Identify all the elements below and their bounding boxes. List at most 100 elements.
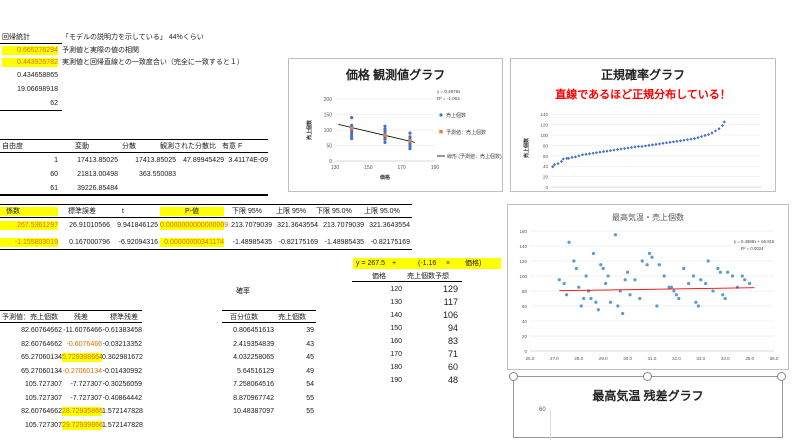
anova-r1-f[interactable]: 47.89945429 bbox=[183, 157, 224, 164]
adjusted-r-square-value[interactable]: 0.434658865 bbox=[17, 72, 58, 79]
percentile-sales-cell[interactable]: 49 bbox=[306, 367, 314, 375]
anova-r1-ss[interactable]: 17413.85025 bbox=[77, 157, 118, 164]
prediction-price-cell[interactable]: 150 bbox=[390, 325, 402, 332]
coef-header-se[interactable]: 標準誤差 bbox=[68, 208, 96, 215]
residual-cell[interactable]: -0.27060134 bbox=[62, 367, 102, 375]
coef-r2-upper950[interactable]: -0.82175169 bbox=[370, 239, 410, 246]
anova-header-f[interactable]: 観測された分散比 bbox=[160, 143, 216, 150]
residual-cell[interactable]: 82.60764662 bbox=[21, 408, 62, 415]
coef-r1-t[interactable]: 9.941846125 bbox=[117, 222, 158, 229]
residual-cell[interactable]: -0.61383458 bbox=[102, 327, 142, 334]
percentile-pct-cell[interactable]: 0.806451613 bbox=[233, 327, 274, 334]
prediction-value-cell[interactable]: 106 bbox=[442, 310, 458, 320]
residual-cell[interactable]: 82.60764662 bbox=[21, 327, 62, 334]
prediction-header-pred[interactable]: 売上個数予想 bbox=[407, 273, 449, 280]
percentile-sales-cell[interactable]: 54 bbox=[306, 381, 314, 388]
percentile-pct-cell[interactable]: 10.48387097 bbox=[233, 408, 274, 415]
prediction-header-price[interactable]: 価格 bbox=[372, 273, 386, 280]
multiple-r-desc[interactable]: 予測値と実際の値の相関 bbox=[62, 47, 139, 54]
percentile-sales-cell[interactable]: 55 bbox=[306, 408, 314, 415]
prediction-price-cell[interactable]: 130 bbox=[390, 299, 402, 306]
residual-header-pred[interactable]: 予測値：売上個数 bbox=[2, 314, 58, 321]
prediction-value-cell[interactable]: 129 bbox=[442, 284, 458, 294]
coef-r1-upper950[interactable]: 321.3643554 bbox=[369, 222, 410, 229]
anova-r2-df[interactable]: 60 bbox=[50, 171, 58, 178]
residual-cell[interactable]: 5.729398664 bbox=[62, 353, 103, 362]
prediction-value-cell[interactable]: 117 bbox=[443, 297, 458, 307]
coef-header-upper95[interactable]: 上限 95% bbox=[276, 208, 306, 215]
percentile-pct-cell[interactable]: 2.419354839 bbox=[233, 340, 274, 348]
percentile-label[interactable]: 確率 bbox=[236, 288, 250, 295]
coef-r1-coef[interactable]: 267.5361297 bbox=[0, 221, 58, 230]
residual-cell[interactable]: 28.72935866 bbox=[62, 407, 103, 416]
residual-cell[interactable]: -11.6076466 bbox=[63, 327, 102, 334]
prediction-value-cell[interactable]: 94 bbox=[447, 323, 458, 333]
max-temp-residual-chart[interactable]: 最高気温 残差グラフ 60 bbox=[513, 376, 783, 440]
percentile-sales-cell[interactable]: 45 bbox=[306, 354, 314, 361]
residual-cell[interactable]: -7.727307 bbox=[70, 394, 102, 402]
chart4-resize-handle-top-center[interactable] bbox=[643, 372, 652, 381]
residual-cell[interactable]: 82.60764662 bbox=[21, 340, 62, 348]
residual-header-std[interactable]: 標準残差 bbox=[110, 314, 138, 321]
anova-r3-ss[interactable]: 39226.85484 bbox=[77, 185, 118, 192]
residual-cell[interactable]: 65.27060134 bbox=[21, 354, 62, 361]
percentile-pct-cell[interactable]: 5.64516129 bbox=[237, 367, 274, 375]
coef-header-lower950[interactable]: 下限 95.0% bbox=[316, 208, 352, 215]
coef-r1-se[interactable]: 26.91010566 bbox=[69, 222, 110, 229]
prediction-value-cell[interactable]: 71 bbox=[447, 349, 458, 359]
chart4-resize-handle-top-left[interactable] bbox=[509, 372, 518, 381]
coef-r2-t[interactable]: -6.92094316 bbox=[118, 239, 158, 246]
price-observation-chart[interactable]: 価格 観測値グラフ 0 50 100 150 200 130 150 170 190 価格 売上個数… bbox=[288, 58, 503, 192]
coef-r2-se[interactable]: 0.167000796 bbox=[69, 239, 110, 246]
residual-cell[interactable]: -7.727307 bbox=[70, 381, 102, 388]
anova-header-df[interactable]: 自由度 bbox=[2, 143, 23, 150]
normal-probability-chart[interactable]: 正規確率グラフ 直線であるほど正規分布している！ 0 20 40 60 80 100 120… bbox=[510, 58, 776, 192]
coef-r2-p[interactable]: 0.00000000341174 bbox=[160, 238, 224, 247]
coef-header-upper950[interactable]: 上限 95.0% bbox=[364, 208, 400, 215]
coef-header-coef[interactable]: 係数 bbox=[0, 207, 58, 216]
percentile-pct-cell[interactable]: 4.032258065 bbox=[233, 354, 274, 361]
anova-r1-ms[interactable]: 17413.85025 bbox=[135, 157, 176, 164]
prediction-price-cell[interactable]: 160 bbox=[390, 338, 402, 345]
observations-value[interactable]: 62 bbox=[50, 100, 58, 107]
residual-cell[interactable]: 105.727307 bbox=[25, 381, 62, 388]
anova-r1-df[interactable]: 1 bbox=[54, 157, 58, 164]
coef-r1-p[interactable]: 0.0000000000000009 bbox=[160, 221, 229, 230]
prediction-price-cell[interactable]: 170 bbox=[390, 351, 402, 358]
residual-cell[interactable]: 105.727307 bbox=[25, 421, 62, 429]
equation-plus[interactable]: + bbox=[392, 260, 397, 267]
percentile-sales-cell[interactable]: 55 bbox=[306, 394, 314, 402]
percentile-header-sales[interactable]: 売上個数 bbox=[278, 314, 306, 321]
residual-cell[interactable]: 29.72939866 bbox=[62, 420, 103, 430]
equation-times[interactable]: × bbox=[446, 260, 451, 267]
residual-cell[interactable]: 1.572147828 bbox=[102, 408, 143, 415]
coef-r1-lower950[interactable]: 213.7079039 bbox=[323, 222, 364, 229]
coef-header-lower95[interactable]: 下限 95% bbox=[232, 208, 262, 215]
prediction-value-cell[interactable]: 83 bbox=[447, 336, 458, 346]
equation-coef[interactable]: (-1.16 bbox=[418, 260, 437, 267]
percentile-pct-cell[interactable]: 8.870967742 bbox=[233, 394, 274, 402]
r-square-value[interactable]: 0.443926782 bbox=[2, 58, 58, 67]
residual-header-resid[interactable]: 残差 bbox=[74, 314, 88, 321]
percentile-sales-cell[interactable]: 39 bbox=[306, 327, 314, 334]
anova-r3-df[interactable]: 61 bbox=[50, 185, 58, 192]
standard-error-value[interactable]: 19.06698918 bbox=[17, 86, 58, 93]
coef-r1-lower95[interactable]: 213.7079039 bbox=[231, 222, 272, 229]
chart4-resize-handle-top-right[interactable] bbox=[777, 372, 786, 381]
prediction-price-cell[interactable]: 140 bbox=[390, 312, 402, 319]
coef-header-p[interactable]: P-値 bbox=[160, 207, 224, 216]
coef-r1-upper95[interactable]: 321.3643554 bbox=[277, 222, 318, 229]
residual-cell[interactable]: -0.30256059 bbox=[102, 381, 142, 388]
residual-cell[interactable]: 105.727307 bbox=[25, 394, 62, 402]
residual-cell[interactable]: 65.27060134 bbox=[21, 367, 62, 375]
model-note[interactable]: 「モデルの説明力を示している」 44%くらい bbox=[62, 34, 204, 41]
r-square-desc[interactable]: 実測値と回帰直線との一致度合い（完全に一致すると１） bbox=[62, 59, 244, 66]
coef-header-t[interactable]: t bbox=[122, 208, 124, 215]
equation-y[interactable]: y = 267.5 bbox=[356, 260, 385, 267]
coef-r2-lower95[interactable]: -1.48985435 bbox=[232, 239, 272, 246]
coef-r2-lower950[interactable]: -1.48985435 bbox=[324, 239, 364, 246]
anova-r1-sigf[interactable]: 3.41174E-09 bbox=[228, 157, 268, 164]
prediction-price-cell[interactable]: 190 bbox=[390, 377, 402, 384]
equation-var[interactable]: 価格) bbox=[465, 260, 482, 267]
anova-header-ms[interactable]: 分散 bbox=[122, 143, 136, 150]
